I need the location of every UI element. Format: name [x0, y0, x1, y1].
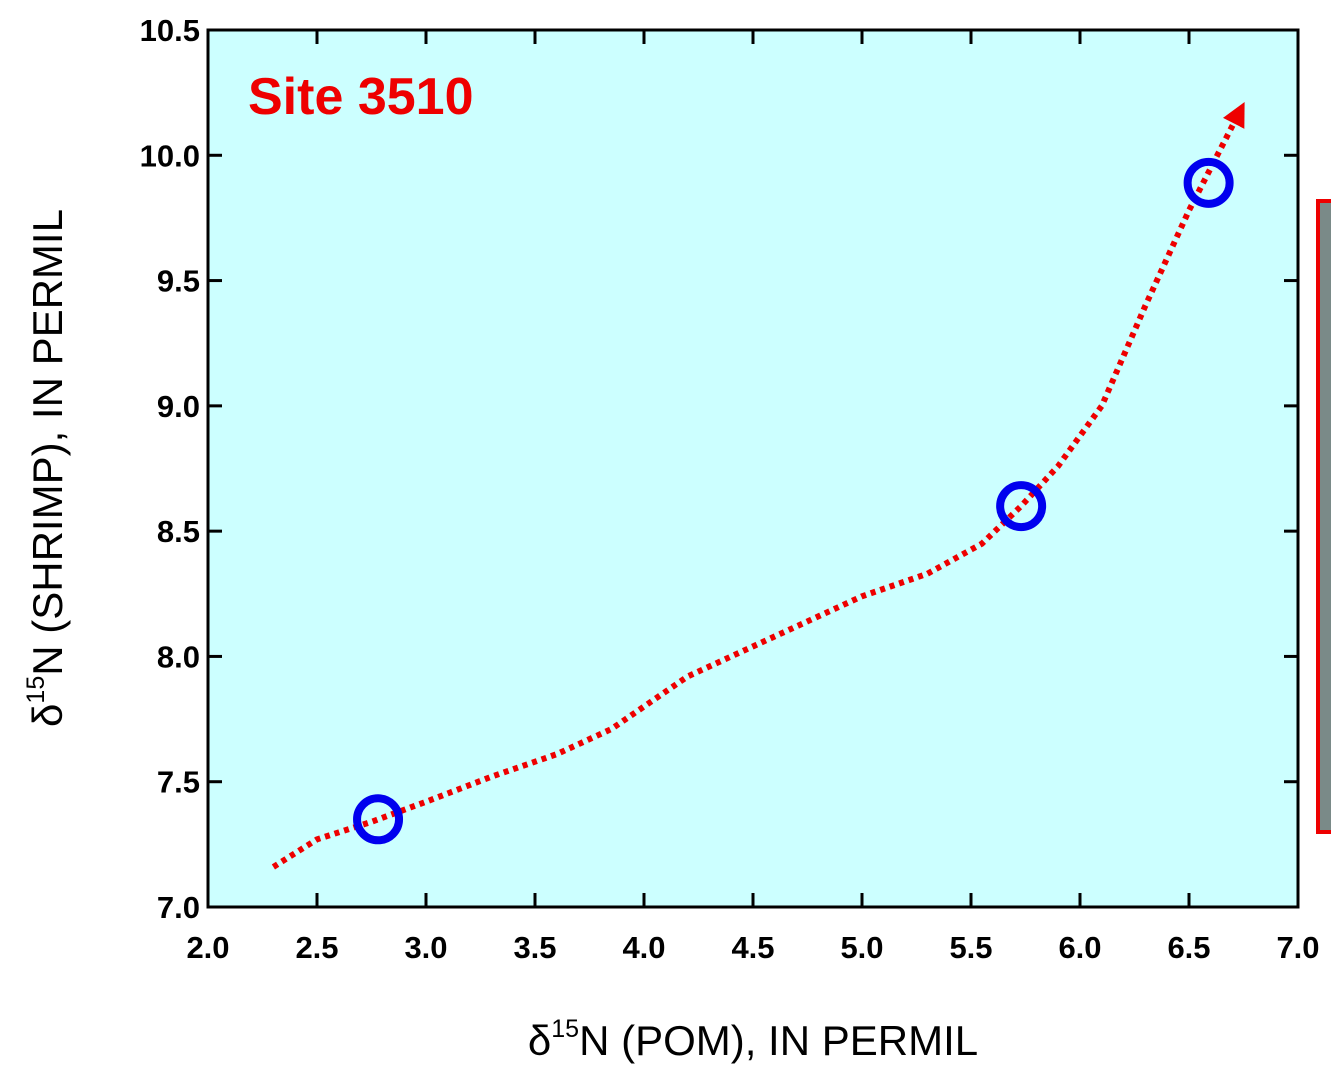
axis-label: δ15N (SHRIMP), IN PERMIL	[22, 209, 71, 727]
plot-frame	[206, 28, 1300, 909]
data-point	[353, 794, 404, 845]
y-tick-label: 9.0	[157, 389, 200, 424]
data-point	[1183, 157, 1234, 208]
axis-label-superscript: 15	[551, 1015, 579, 1043]
x-tick-label: 3.0	[404, 930, 447, 965]
axis-label-text: N (SHRIMP), IN PERMIL	[24, 209, 71, 676]
y-tick-label: 8.5	[157, 514, 200, 549]
axis-label-text: N (POM), IN PERMIL	[579, 1017, 978, 1064]
axis-label-symbol: δ	[24, 704, 71, 727]
x-tick-label: 4.0	[622, 930, 665, 965]
plot-area	[208, 30, 1298, 907]
x-tick-label: 5.5	[949, 930, 992, 965]
data-point	[996, 481, 1047, 532]
axis-label-superscript: 15	[22, 676, 50, 704]
x-tick-label: 5.0	[840, 930, 883, 965]
x-tick-label: 7.0	[1276, 930, 1319, 965]
y-tick-label: 7.5	[157, 765, 200, 800]
x-tick-label: 3.5	[513, 930, 556, 965]
x-tick-label: 6.0	[1058, 930, 1101, 965]
photo-edge	[1316, 199, 1331, 834]
x-tick-label: 6.5	[1167, 930, 1210, 965]
x-tick-label: 4.5	[731, 930, 774, 965]
y-tick-label: 8.0	[157, 639, 200, 674]
axis-label-symbol: δ	[528, 1017, 551, 1064]
trend-arrow	[271, 102, 1245, 870]
x-tick-label: 2.0	[186, 930, 229, 965]
annotation: Site 3510	[248, 68, 474, 126]
x-tick-label: 2.5	[295, 930, 338, 965]
axis-label: δ15N (POM), IN PERMIL	[528, 1015, 978, 1064]
y-tick-label: 9.5	[157, 264, 200, 299]
y-tick-label: 10.0	[140, 138, 200, 173]
y-tick-label: 10.5	[140, 13, 200, 48]
y-tick-label: 7.0	[157, 890, 200, 925]
